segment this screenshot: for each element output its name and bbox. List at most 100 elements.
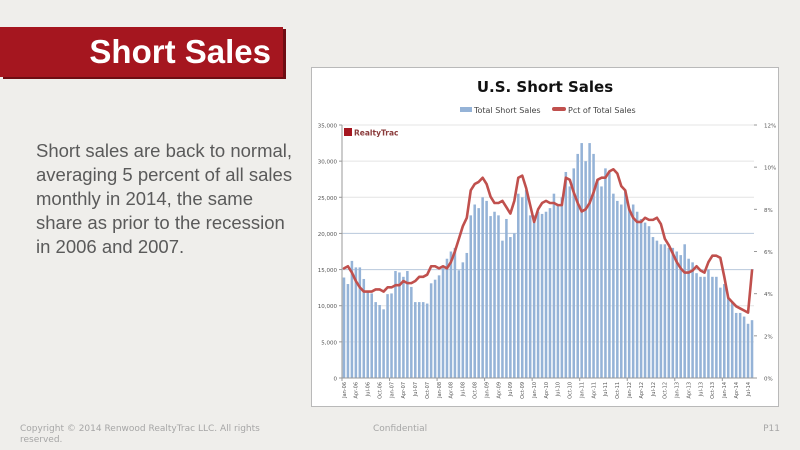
x-tick-label: Jul-14 (746, 382, 752, 397)
bar (687, 258, 690, 378)
bar (600, 186, 603, 378)
bar (505, 218, 508, 378)
bar (742, 316, 746, 378)
y-tick-label: 0 (334, 377, 338, 383)
bar (366, 291, 370, 378)
legend-label-pct-total-sales: Pct of Total Sales (568, 106, 636, 115)
x-tick-label: Jan-10 (532, 382, 538, 399)
bar (564, 171, 568, 378)
x-tick-label: Jan-09 (484, 382, 490, 399)
bar (398, 272, 401, 378)
bar (635, 211, 639, 378)
bar (671, 247, 675, 378)
x-tick-label: Jul-10 (556, 382, 562, 397)
bar (604, 168, 607, 378)
x-tick-label: Apr-12 (639, 382, 645, 399)
bar (374, 302, 377, 378)
bar (627, 208, 631, 378)
line-pct-total-sales (342, 167, 754, 314)
y-axis-right: 0% 2% 4% 6% 8% 10% 12% (754, 124, 776, 383)
x-tick-label: Oct-09 (520, 382, 526, 399)
bar (370, 293, 373, 378)
y-tick-label: 15,000 (318, 268, 338, 274)
x-tick-label: Oct-13 (710, 382, 716, 399)
y2-tick-label: 12% (764, 124, 776, 130)
bar (580, 143, 583, 378)
bar (715, 276, 718, 378)
bar (421, 302, 425, 378)
y2-tick-label: 2% (764, 334, 773, 340)
bar (734, 312, 738, 378)
bar (548, 208, 552, 378)
bar (402, 276, 405, 378)
bar (596, 179, 599, 378)
bar (528, 215, 532, 378)
y-tick-label: 25,000 (318, 196, 338, 202)
slide-body-text: Short sales are back to normal, averagin… (36, 140, 293, 257)
bar (659, 244, 663, 378)
chart-frame: U.S. Short Sales Total Short Sales Pct o… (311, 67, 779, 407)
bar (354, 267, 358, 378)
chart-title: U.S. Short Sales (477, 78, 613, 96)
bar (433, 279, 437, 378)
bar (683, 244, 686, 378)
bar (711, 276, 714, 378)
bar (358, 267, 362, 378)
bar (691, 262, 694, 378)
bar (643, 222, 647, 378)
line-series (342, 167, 754, 314)
y-tick-label: 5,000 (321, 340, 337, 346)
bar (517, 193, 520, 378)
bar (445, 258, 449, 378)
bar (386, 294, 389, 378)
bar (588, 143, 591, 378)
x-tick-label: Jul-08 (461, 382, 467, 397)
bar (584, 161, 587, 378)
y-tick-label: 35,000 (318, 124, 338, 130)
bar (738, 312, 742, 378)
bar (382, 309, 385, 378)
x-tick-label: Jan-14 (722, 382, 728, 399)
bar (667, 247, 671, 378)
x-tick-label: Jan-08 (437, 382, 443, 399)
bar (723, 284, 726, 378)
y2-tick-label: 10% (764, 166, 776, 172)
x-tick-label: Apr-07 (401, 382, 407, 399)
bar (489, 216, 492, 378)
legend-label-total-short-sales: Total Short Sales (473, 106, 541, 115)
bar (378, 304, 381, 378)
y2-tick-label: 8% (764, 208, 773, 214)
x-tick-label: Jan-12 (627, 382, 633, 399)
bar (342, 277, 346, 378)
short-sales-chart: U.S. Short Sales Total Short Sales Pct o… (318, 78, 776, 399)
y-axis-left: 0 5,000 10,000 15,000 20,000 25,000 30,000 35,0… (318, 124, 343, 383)
bar (540, 213, 544, 378)
x-tick-label: Apr-06 (354, 382, 360, 399)
bar (406, 271, 409, 378)
y-tick-label: 10,000 (318, 304, 338, 310)
x-tick-label: Jan-13 (675, 382, 681, 399)
logo-text: RealtyTrac (354, 129, 398, 138)
bar (623, 190, 627, 378)
y2-tick-label: 4% (764, 292, 773, 298)
bar (536, 211, 540, 378)
bar (497, 215, 500, 378)
bar (750, 320, 754, 378)
bar (572, 168, 576, 378)
bar (394, 271, 397, 378)
realtytrac-logo: RealtyTrac (344, 128, 398, 138)
bar (493, 211, 496, 378)
x-tick-label: Jul-09 (508, 382, 514, 397)
x-tick-label: Jul-13 (698, 382, 704, 397)
bar (417, 302, 421, 378)
bar (425, 303, 429, 378)
bar (453, 247, 457, 378)
bar (485, 200, 488, 378)
bar (620, 204, 623, 378)
bar (437, 275, 441, 378)
bar (481, 197, 484, 378)
bar (663, 244, 667, 378)
bar (524, 190, 528, 378)
bar (556, 204, 560, 378)
x-tick-label: Oct-12 (663, 382, 669, 399)
